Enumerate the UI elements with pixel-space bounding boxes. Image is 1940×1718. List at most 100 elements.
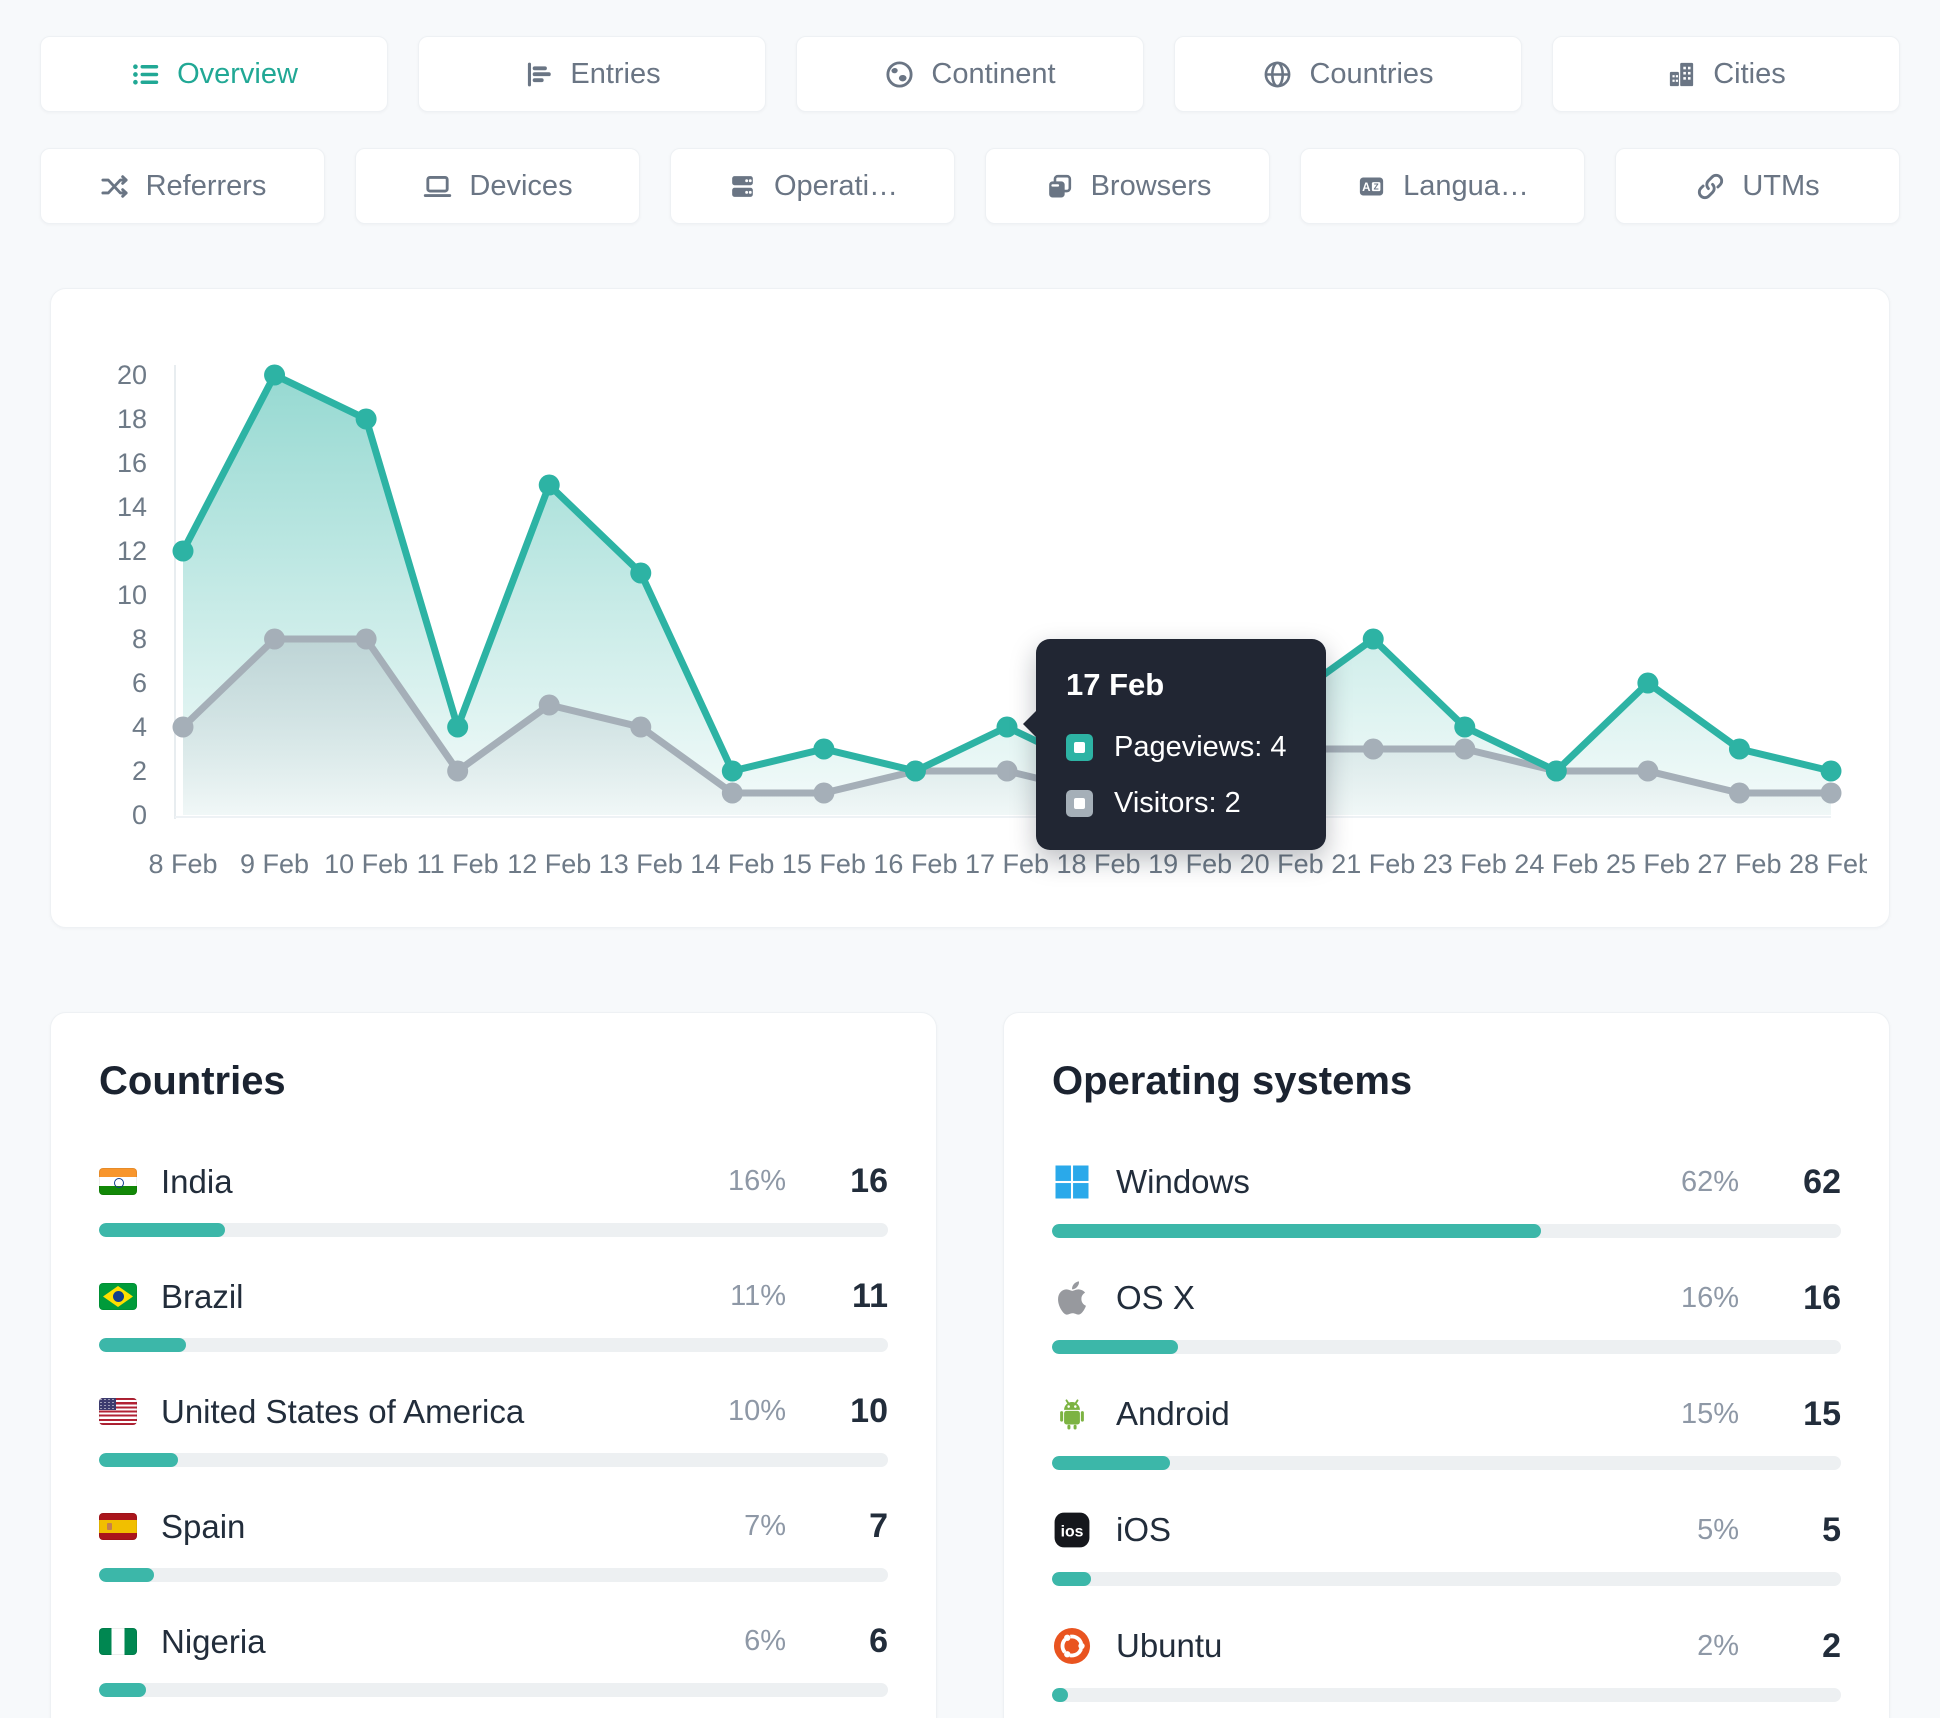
tab-countries[interactable]: Countries xyxy=(1174,36,1522,112)
progress-bar xyxy=(1052,1688,1841,1702)
point-pageviews-17-feb[interactable] xyxy=(996,716,1018,738)
country-count: 11 xyxy=(852,1277,888,1315)
usa-flag-icon xyxy=(99,1398,137,1425)
country-name: United States of America xyxy=(161,1392,525,1430)
tab-devices[interactable]: Devices xyxy=(355,148,640,224)
windows-stack-icon xyxy=(1048,174,1071,197)
list-item[interactable]: India 16% 16 xyxy=(99,1162,888,1237)
list-item[interactable]: OS X 16% 16 xyxy=(1052,1278,1841,1354)
point-pageviews-24-feb[interactable] xyxy=(1545,760,1567,782)
tab-label: Referrers xyxy=(145,169,267,202)
tab-label: Browsers xyxy=(1090,169,1212,202)
point-pageviews-9-feb[interactable] xyxy=(264,364,286,386)
point-visitors-27-feb[interactable] xyxy=(1728,782,1750,804)
y-tick-label: 18 xyxy=(117,404,147,434)
windows-logo-icon xyxy=(1052,1162,1092,1202)
point-pageviews-28-feb[interactable] xyxy=(1820,760,1842,782)
point-visitors-8-feb[interactable] xyxy=(172,716,194,738)
list-item[interactable]: United States of America 10% 10 xyxy=(99,1392,888,1467)
x-tick-label: 17 Feb xyxy=(965,849,1049,879)
list-item[interactable]: ios iOS 5% 5 xyxy=(1052,1510,1841,1586)
x-tick-label: 21 Feb xyxy=(1331,849,1415,879)
point-pageviews-25-feb[interactable] xyxy=(1637,672,1659,694)
x-tick-label: 11 Feb xyxy=(417,849,499,879)
list-item[interactable]: Ubuntu 2% 2 xyxy=(1052,1626,1841,1702)
point-pageviews-16-feb[interactable] xyxy=(904,760,926,782)
point-pageviews-8-feb[interactable] xyxy=(172,540,194,562)
progress-bar-fill xyxy=(99,1338,186,1352)
point-pageviews-23-feb[interactable] xyxy=(1454,716,1476,738)
list-icon xyxy=(133,63,159,85)
tooltip-pageviews-value: Pageviews: 4 xyxy=(1114,731,1287,763)
tab-referrers[interactable]: Referrers xyxy=(40,148,325,224)
progress-bar-fill xyxy=(99,1223,226,1237)
tooltip-arrow xyxy=(1023,711,1036,737)
point-pageviews-13-feb[interactable] xyxy=(630,562,652,584)
point-pageviews-11-feb[interactable] xyxy=(447,716,469,738)
y-tick-label: 6 xyxy=(132,668,147,698)
tab-operating-systems[interactable]: Operati… xyxy=(670,148,955,224)
tab-cities[interactable]: Cities xyxy=(1552,36,1900,112)
tab-overview[interactable]: Overview xyxy=(40,36,388,112)
x-tick-label: 25 Feb xyxy=(1606,849,1690,879)
list-item[interactable]: Brazil 11% 11 xyxy=(99,1277,888,1352)
progress-bar xyxy=(99,1568,888,1582)
tab-browsers[interactable]: Browsers xyxy=(985,148,1270,224)
point-visitors-9-feb[interactable] xyxy=(264,628,286,650)
point-visitors-23-feb[interactable] xyxy=(1454,738,1476,760)
point-pageviews-15-feb[interactable] xyxy=(813,738,835,760)
traffic-chart-card: 0 2 4 6 8 10 12 14 16 18 20 8 Feb 9 Feb 10 Feb 11 Feb 1… xyxy=(50,288,1890,928)
tooltip-visitors-value: Visitors: 2 xyxy=(1114,787,1241,819)
list-item[interactable]: Nigeria 6% 6 xyxy=(99,1622,888,1697)
point-visitors-10-feb[interactable] xyxy=(355,628,377,650)
os-percent: 15% xyxy=(1680,1397,1739,1430)
point-pageviews-12-feb[interactable] xyxy=(538,474,560,496)
countries-panel: Countries India 16% 16 Brazil 11% 11 xyxy=(50,1012,937,1718)
point-pageviews-21-feb[interactable] xyxy=(1362,628,1384,650)
list-item[interactable]: Spain 7% 7 xyxy=(99,1507,888,1582)
point-visitors-25-feb[interactable] xyxy=(1637,760,1659,782)
point-visitors-11-feb[interactable] xyxy=(447,760,469,782)
panel-title: Countries xyxy=(99,1059,286,1103)
point-pageviews-27-feb[interactable] xyxy=(1728,738,1750,760)
progress-bar xyxy=(99,1223,888,1237)
point-visitors-21-feb[interactable] xyxy=(1362,738,1384,760)
x-tick-label: 13 Feb xyxy=(599,849,683,879)
tab-languages[interactable]: A Z Langua… xyxy=(1300,148,1585,224)
progress-bar-fill xyxy=(1052,1688,1068,1702)
point-visitors-15-feb[interactable] xyxy=(813,782,835,804)
point-pageviews-14-feb[interactable] xyxy=(721,760,743,782)
laptop-icon xyxy=(424,175,452,197)
point-visitors-28-feb[interactable] xyxy=(1820,782,1842,804)
x-tick-label: 16 Feb xyxy=(873,849,957,879)
point-visitors-13-feb[interactable] xyxy=(630,716,652,738)
x-tick-label: 12 Feb xyxy=(507,849,591,879)
tab-label: Langua… xyxy=(1403,169,1529,202)
point-visitors-17-feb[interactable] xyxy=(996,760,1018,782)
visitors-area xyxy=(183,639,1831,815)
y-tick-label: 10 xyxy=(117,580,147,610)
progress-bar-fill xyxy=(1052,1572,1092,1586)
y-tick-label: 16 xyxy=(117,448,147,478)
list-item[interactable]: Android 15% 15 xyxy=(1052,1394,1841,1470)
shuffle-icon xyxy=(101,174,128,198)
progress-bar xyxy=(99,1683,888,1697)
tab-label: Devices xyxy=(469,169,573,202)
os-percent: 5% xyxy=(1697,1513,1739,1546)
tooltip-pageviews-row: Pageviews: 4 xyxy=(1066,731,1296,764)
tab-entries[interactable]: Entries xyxy=(418,36,766,112)
point-visitors-14-feb[interactable] xyxy=(721,782,743,804)
apple-logo-icon xyxy=(1052,1278,1092,1318)
progress-bar-fill xyxy=(1052,1224,1542,1238)
spain-flag-icon xyxy=(99,1513,137,1540)
tab-utms[interactable]: UTMs xyxy=(1615,148,1900,224)
list-item[interactable]: Windows 62% 62 xyxy=(1052,1162,1841,1238)
os-percent: 62% xyxy=(1680,1165,1739,1198)
tooltip-visitors-row: Visitors: 2 xyxy=(1066,787,1296,820)
progress-bar xyxy=(99,1338,888,1352)
progress-bar-fill xyxy=(1052,1456,1171,1470)
x-tick-label: 23 Feb xyxy=(1423,849,1507,879)
tab-continent[interactable]: Continent xyxy=(796,36,1144,112)
point-pageviews-10-feb[interactable] xyxy=(355,408,377,430)
point-visitors-12-feb[interactable] xyxy=(538,694,560,716)
